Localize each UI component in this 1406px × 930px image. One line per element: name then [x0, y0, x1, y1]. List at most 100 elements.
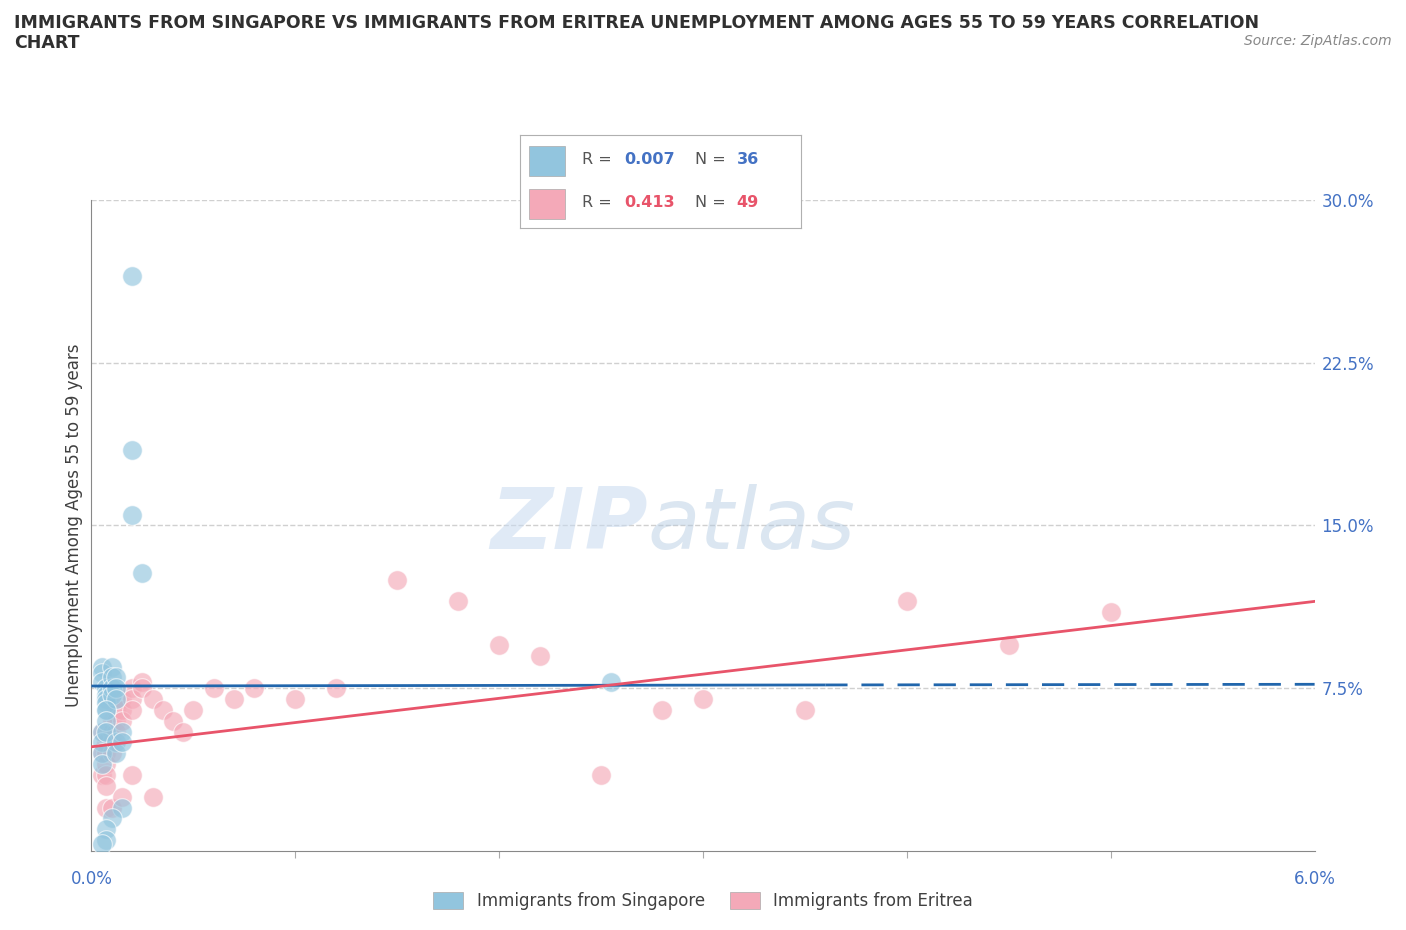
Point: [111, 790, 134, 804]
Text: 0.0%: 0.0%: [70, 870, 112, 887]
Point: [162, 713, 184, 728]
Point: [222, 692, 246, 707]
FancyBboxPatch shape: [529, 146, 565, 176]
Point: [111, 713, 134, 728]
Point: [94, 778, 117, 793]
Point: [101, 746, 124, 761]
Point: [94, 681, 117, 696]
Text: ZIP: ZIP: [491, 484, 648, 567]
Point: [111, 692, 134, 707]
Point: [111, 735, 134, 750]
FancyBboxPatch shape: [529, 189, 565, 219]
Point: [94, 713, 117, 728]
Text: Source: ZipAtlas.com: Source: ZipAtlas.com: [1244, 34, 1392, 48]
Point: [90, 724, 112, 739]
Point: [101, 681, 124, 696]
Point: [101, 811, 124, 826]
Point: [94, 735, 117, 750]
Point: [94, 702, 117, 717]
Point: [284, 692, 307, 707]
Point: [101, 724, 124, 739]
Point: [94, 746, 117, 761]
Text: 6.0%: 6.0%: [1294, 870, 1336, 887]
Point: [141, 790, 163, 804]
Point: [529, 648, 551, 663]
Point: [692, 692, 714, 707]
Point: [94, 687, 117, 702]
Point: [104, 713, 127, 728]
Point: [385, 572, 409, 587]
Text: N =: N =: [695, 195, 731, 210]
Point: [202, 681, 225, 696]
Point: [101, 800, 124, 815]
Point: [141, 692, 163, 707]
Text: N =: N =: [695, 153, 731, 167]
Point: [183, 702, 205, 717]
Point: [101, 735, 124, 750]
Point: [94, 832, 117, 847]
Point: [94, 767, 117, 782]
Point: [94, 800, 117, 815]
Point: [121, 681, 143, 696]
Point: [104, 702, 127, 717]
Point: [998, 637, 1021, 652]
Point: [101, 713, 124, 728]
Legend: Immigrants from Singapore, Immigrants from Eritrea: Immigrants from Singapore, Immigrants fr…: [426, 885, 980, 917]
Point: [90, 674, 112, 689]
Point: [600, 674, 623, 689]
Point: [121, 269, 143, 284]
Text: 36: 36: [737, 153, 759, 167]
Point: [121, 702, 143, 717]
Point: [121, 692, 143, 707]
Point: [90, 724, 112, 739]
Point: [94, 692, 117, 707]
Point: [794, 702, 817, 717]
Point: [94, 822, 117, 837]
Text: R =: R =: [582, 153, 617, 167]
Point: [111, 724, 134, 739]
Point: [104, 746, 127, 761]
Point: [651, 702, 673, 717]
Point: [104, 735, 127, 750]
Point: [94, 724, 117, 739]
Point: [94, 696, 117, 711]
Point: [104, 670, 127, 684]
Point: [90, 767, 112, 782]
Point: [104, 681, 127, 696]
Point: [243, 681, 266, 696]
Text: R =: R =: [582, 195, 617, 210]
Point: [896, 594, 918, 609]
Point: [121, 767, 143, 782]
Point: [131, 565, 153, 580]
Point: [90, 746, 112, 761]
Point: [90, 659, 112, 674]
Point: [121, 442, 143, 457]
Point: [121, 507, 143, 522]
Point: [90, 666, 112, 681]
Point: [591, 767, 613, 782]
Text: IMMIGRANTS FROM SINGAPORE VS IMMIGRANTS FROM ERITREA UNEMPLOYMENT AMONG AGES 55 : IMMIGRANTS FROM SINGAPORE VS IMMIGRANTS …: [14, 14, 1260, 32]
Point: [488, 637, 510, 652]
Point: [111, 800, 134, 815]
Point: [172, 724, 194, 739]
Point: [90, 837, 112, 852]
Point: [94, 702, 117, 717]
Point: [101, 659, 124, 674]
Point: [101, 687, 124, 702]
Point: [131, 674, 153, 689]
Text: CHART: CHART: [14, 34, 80, 52]
Point: [111, 702, 134, 717]
Text: 49: 49: [737, 195, 759, 210]
Text: 0.007: 0.007: [624, 153, 675, 167]
Point: [104, 692, 127, 707]
Point: [447, 594, 470, 609]
Point: [90, 746, 112, 761]
Y-axis label: Unemployment Among Ages 55 to 59 years: Unemployment Among Ages 55 to 59 years: [65, 344, 83, 707]
Point: [101, 670, 124, 684]
Point: [131, 681, 153, 696]
Text: 0.413: 0.413: [624, 195, 675, 210]
Point: [1099, 604, 1122, 619]
Point: [325, 681, 347, 696]
Point: [104, 724, 127, 739]
Point: [90, 757, 112, 772]
